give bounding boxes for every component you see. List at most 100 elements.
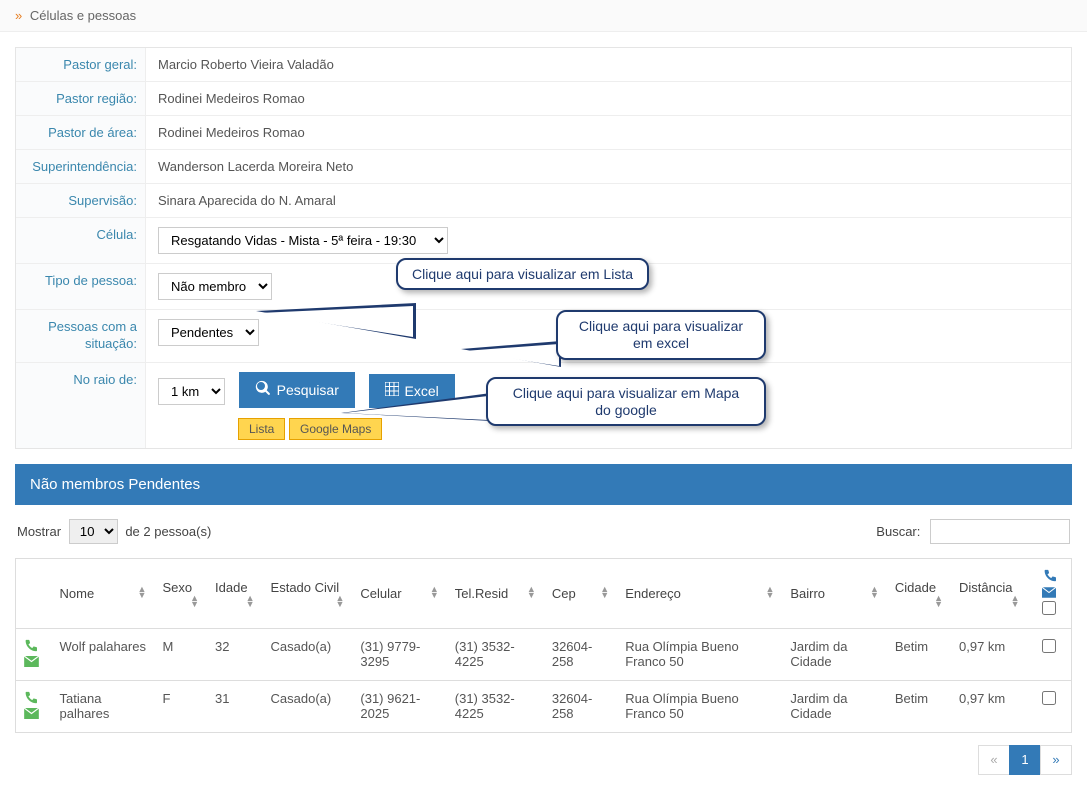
sort-icon: ▲▼: [600, 586, 609, 598]
cell-endereco: Rua Olímpia Bueno Franco 50: [617, 680, 782, 732]
cell-select: [1028, 680, 1072, 732]
col-distancia[interactable]: Distância▲▼: [951, 558, 1027, 628]
page-1[interactable]: 1: [1009, 745, 1041, 775]
col-idade[interactable]: Idade▲▼: [207, 558, 263, 628]
cell-cidade: Betim: [887, 680, 951, 732]
cell-select: [1028, 628, 1072, 680]
label-supervisao: Supervisão:: [16, 184, 146, 217]
col-cidade[interactable]: Cidade▲▼: [887, 558, 951, 628]
callout-lista: Clique aqui para visualizar em Lista: [396, 258, 649, 290]
cell-idade: 32: [207, 628, 263, 680]
sort-icon: ▲▼: [246, 595, 255, 607]
label-pastor-geral: Pastor geral:: [16, 48, 146, 81]
cell-sexo: M: [154, 628, 207, 680]
select-raio[interactable]: 1 km: [158, 378, 225, 405]
sort-icon: ▲▼: [138, 586, 147, 598]
label-superintendencia: Superintendência:: [16, 150, 146, 183]
cell-bairro: Jardim da Cidade: [782, 680, 887, 732]
label-pastor-area: Pastor de área:: [16, 116, 146, 149]
col-celular[interactable]: Celular▲▼: [352, 558, 446, 628]
pesquisar-button[interactable]: Pesquisar: [239, 372, 355, 408]
cell-celular: (31) 9779-3295: [352, 628, 446, 680]
phone-icon: [1043, 569, 1056, 585]
row-actions: [16, 680, 52, 732]
cell-estado-civil: Casado(a): [263, 680, 353, 732]
length-control: Mostrar 10 de 2 pessoa(s): [17, 519, 211, 544]
row-actions: [16, 628, 52, 680]
label-no-raio: No raio de:: [16, 363, 146, 448]
length-label-suf: de 2 pessoa(s): [125, 524, 211, 539]
col-estado-civil[interactable]: Estado Civil▲▼: [263, 558, 353, 628]
form-panel: Pastor geral: Marcio Roberto Vieira Vala…: [15, 47, 1072, 449]
sort-icon: ▲▼: [870, 586, 879, 598]
cell-cidade: Betim: [887, 628, 951, 680]
pesquisar-label: Pesquisar: [277, 382, 339, 398]
envelope-icon: [1042, 585, 1056, 601]
search-control: Buscar:: [876, 519, 1070, 544]
search-label: Buscar:: [876, 524, 920, 539]
select-tipo-pessoa[interactable]: Não membro: [158, 273, 272, 300]
phone-icon[interactable]: [24, 640, 37, 655]
label-pastor-regiao: Pastor região:: [16, 82, 146, 115]
col-endereco[interactable]: Endereço▲▼: [617, 558, 782, 628]
search-icon: [255, 380, 271, 400]
sort-icon: ▲▼: [190, 595, 199, 607]
sort-icon: ▲▼: [934, 595, 943, 607]
col-cep[interactable]: Cep▲▼: [544, 558, 617, 628]
cell-endereco: Rua Olímpia Bueno Franco 50: [617, 628, 782, 680]
envelope-icon[interactable]: [24, 655, 39, 670]
breadcrumb: » Células e pessoas: [0, 0, 1087, 32]
envelope-icon[interactable]: [24, 707, 39, 722]
sort-icon: ▲▼: [1011, 595, 1020, 607]
value-supervisao: Sinara Aparecida do N. Amaral: [146, 184, 1071, 217]
tab-lista[interactable]: Lista: [238, 418, 285, 440]
cell-distancia: 0,97 km: [951, 680, 1027, 732]
table-row: Tatiana palharesF31Casado(a)(31) 9621-20…: [16, 680, 1072, 732]
value-pastor-area: Rodinei Medeiros Romao: [146, 116, 1071, 149]
cell-nome: Wolf palahares: [52, 628, 155, 680]
value-pastor-geral: Marcio Roberto Vieira Valadão: [146, 48, 1071, 81]
data-table: Nome▲▼ Sexo▲▼ Idade▲▼ Estado Civil▲▼ Cel…: [15, 558, 1072, 733]
page-next[interactable]: »: [1040, 745, 1072, 775]
cell-distancia: 0,97 km: [951, 628, 1027, 680]
sort-icon: ▲▼: [430, 586, 439, 598]
select-situacao[interactable]: Pendentes: [158, 319, 259, 346]
cell-celular: (31) 9621-2025: [352, 680, 446, 732]
cell-cep: 32604-258: [544, 628, 617, 680]
col-nome[interactable]: Nome▲▼: [52, 558, 155, 628]
callout-maps: Clique aqui para visualizar em Mapa do g…: [486, 377, 766, 427]
select-all-checkbox[interactable]: [1042, 601, 1056, 615]
col-sexo[interactable]: Sexo▲▼: [154, 558, 207, 628]
breadcrumb-text: Células e pessoas: [30, 8, 136, 23]
cell-estado-civil: Casado(a): [263, 628, 353, 680]
cell-idade: 31: [207, 680, 263, 732]
search-input[interactable]: [930, 519, 1070, 544]
col-select: [1028, 558, 1072, 628]
col-actions: [16, 558, 52, 628]
sort-icon: ▲▼: [765, 586, 774, 598]
phone-icon[interactable]: [24, 692, 37, 707]
row-checkbox[interactable]: [1042, 639, 1056, 653]
callout-tail-excel: [461, 341, 561, 367]
cell-sexo: F: [154, 680, 207, 732]
value-superintendencia: Wanderson Lacerda Moreira Neto: [146, 150, 1071, 183]
col-bairro[interactable]: Bairro▲▼: [782, 558, 887, 628]
panel-header: Não membros Pendentes: [15, 464, 1072, 505]
tab-google-maps[interactable]: Google Maps: [289, 418, 382, 440]
cell-nome: Tatiana palhares: [52, 680, 155, 732]
callout-tail-maps: [341, 393, 491, 421]
callout-excel: Clique aqui para visualizar em excel: [556, 310, 766, 360]
page-prev[interactable]: «: [978, 745, 1010, 775]
sort-icon: ▲▼: [527, 586, 536, 598]
row-checkbox[interactable]: [1042, 691, 1056, 705]
value-pastor-regiao: Rodinei Medeiros Romao: [146, 82, 1071, 115]
cell-tel-resid: (31) 3532-4225: [447, 680, 544, 732]
pagination: « 1 »: [15, 745, 1072, 775]
cell-tel-resid: (31) 3532-4225: [447, 628, 544, 680]
label-pessoas-situacao: Pessoas com a situação:: [16, 310, 146, 362]
label-tipo-pessoa: Tipo de pessoa:: [16, 264, 146, 309]
select-celula[interactable]: Resgatando Vidas - Mista - 5ª feira - 19…: [158, 227, 448, 254]
cell-cep: 32604-258: [544, 680, 617, 732]
length-select[interactable]: 10: [69, 519, 118, 544]
col-tel-resid[interactable]: Tel.Resid▲▼: [447, 558, 544, 628]
